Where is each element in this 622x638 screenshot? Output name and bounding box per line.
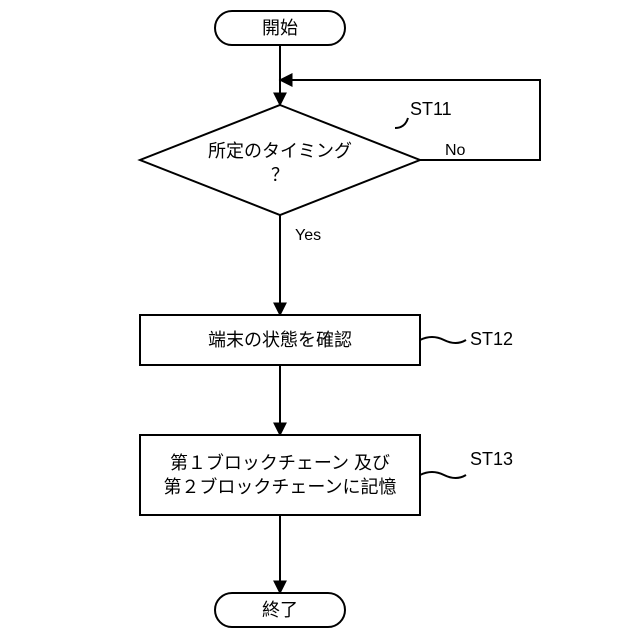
flowchart: 開始所定のタイミング ？ 端末の状態を確認第１ブロックチェーン 及び第２ブロックチェ… bbox=[0, 0, 622, 638]
step2-ref: ST13 bbox=[470, 449, 513, 469]
edge-label-no: No bbox=[445, 142, 466, 159]
step2-text-1: 第１ブロックチェーン 及び bbox=[170, 452, 390, 473]
step1-node: 端末の状態を確認 bbox=[140, 315, 420, 365]
decision-text-2: ？ bbox=[271, 165, 289, 185]
start-label: 開始 bbox=[262, 18, 298, 38]
decision-ref: ST11 bbox=[410, 99, 452, 119]
step1-ref: ST12 bbox=[470, 329, 513, 349]
ref-leader-step2 bbox=[420, 472, 466, 478]
decision-text-1: 所定のタイミング bbox=[208, 141, 352, 161]
start-node: 開始 bbox=[215, 11, 345, 45]
step1-text-1: 端末の状態を確認 bbox=[208, 330, 352, 350]
end-node: 終了 bbox=[215, 593, 345, 627]
step2-text-2: 第２ブロックチェーンに記憶 bbox=[163, 476, 396, 497]
end-label: 終了 bbox=[262, 600, 298, 620]
step2-node: 第１ブロックチェーン 及び第２ブロックチェーンに記憶 bbox=[140, 435, 420, 515]
ref-leader-step1 bbox=[420, 337, 466, 343]
decision-node: 所定のタイミング ？ bbox=[140, 105, 420, 215]
ref-leader-st11 bbox=[395, 118, 408, 128]
edge-label-yes: Yes bbox=[295, 227, 321, 244]
